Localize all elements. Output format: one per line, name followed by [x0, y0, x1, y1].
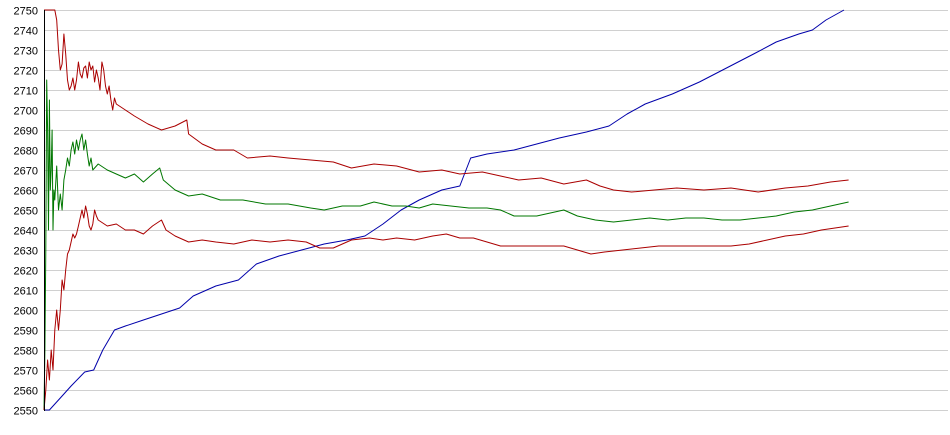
y-tick-label: 2620 — [14, 266, 38, 278]
y-tick-label: 2680 — [14, 146, 38, 158]
y-tick-label: 2640 — [14, 226, 38, 238]
y-tick-label: 2750 — [14, 6, 38, 18]
y-tick-label: 2630 — [14, 246, 38, 258]
y-tick-label: 2710 — [14, 86, 38, 98]
y-tick-label: 2730 — [14, 46, 38, 58]
y-axis-tick-labels: 2550 2560 2570 2580 2590 2600 2610 2620 2630 2640… — [14, 6, 38, 418]
y-tick-label: 2740 — [14, 26, 38, 38]
y-tick-label: 2610 — [14, 286, 38, 298]
y-tick-label: 2660 — [14, 186, 38, 198]
y-tick-label: 2570 — [14, 366, 38, 378]
series-line-4 — [43, 205, 849, 411]
y-tick-label: 2650 — [14, 206, 38, 218]
y-tick-label: 2560 — [14, 386, 38, 398]
y-tick-label: 2580 — [14, 346, 38, 358]
series-lines — [43, 9, 849, 411]
series-line-1 — [44, 9, 845, 411]
y-tick-label: 2670 — [14, 166, 38, 178]
series-line-2 — [44, 9, 849, 193]
y-tick-label: 2550 — [14, 406, 38, 418]
series-line-3 — [43, 79, 849, 411]
gridlines — [44, 10, 948, 411]
y-tick-label: 2590 — [14, 326, 38, 338]
y-tick-label: 2700 — [14, 106, 38, 118]
y-tick-label: 2600 — [14, 306, 38, 318]
y-tick-label: 2690 — [14, 126, 38, 138]
y-tick-label: 2720 — [14, 66, 38, 78]
